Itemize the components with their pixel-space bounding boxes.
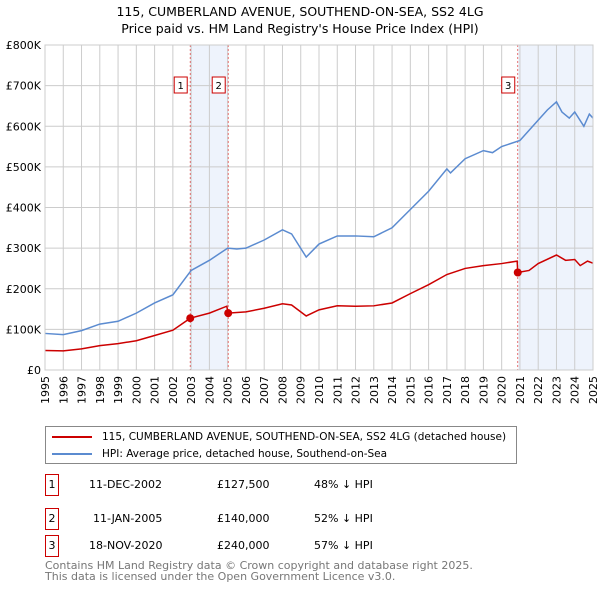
sale-label-box	[173, 76, 188, 94]
legend-red-swatch	[52, 436, 92, 438]
x-tick-label: 2005	[222, 376, 235, 404]
x-tick-label: 2007	[258, 376, 271, 404]
sale-label: 2	[216, 81, 222, 92]
property-line	[44, 254, 594, 352]
x-tick-label: 2020	[496, 376, 509, 404]
x-tick-label: 2016	[423, 376, 436, 404]
x-tick-label: 2004	[203, 376, 216, 404]
sale-marker: 2	[45, 508, 59, 530]
x-tick-label: 1996	[57, 376, 70, 404]
y-tick-label: £700K	[6, 80, 42, 93]
legend: 115, CUMBERLAND AVENUE, SOUTHEND-ON-SEA,…	[45, 426, 517, 464]
x-tick-label: 2000	[130, 376, 143, 404]
sale-date: 18-NOV-2020	[89, 539, 163, 552]
y-tick-label: £800K	[6, 39, 42, 52]
sale-point	[513, 268, 522, 277]
x-tick-label: 2003	[185, 376, 198, 404]
sale-hpi: 57% ↓ HPI	[314, 539, 373, 552]
x-tick-label: 2012	[350, 376, 363, 404]
x-tick-label: 2018	[459, 376, 472, 404]
plot-border	[44, 44, 594, 371]
x-tick-label: 1998	[94, 376, 107, 404]
x-tick-label: 2022	[532, 376, 545, 404]
chart-subtitle: Price paid vs. HM Land Registry's House …	[121, 21, 479, 36]
x-tick-label: 2009	[295, 376, 308, 404]
x-tick-label: 1999	[112, 376, 125, 404]
x-tick-label: 2001	[149, 376, 162, 404]
y-tick-label: £300K	[6, 242, 42, 255]
y-tick-label: £100K	[6, 323, 42, 336]
sale-date: 11-DEC-2002	[89, 478, 163, 491]
x-tick-label: 2017	[441, 376, 454, 404]
sale-label: 1	[178, 81, 184, 92]
footer-licence: This data is licensed under the Open Gov…	[45, 570, 396, 583]
chart-title: 115, CUMBERLAND AVENUE, SOUTHEND-ON-SEA,…	[116, 4, 484, 19]
x-tick-label: 2006	[240, 376, 253, 404]
x-tick-label: 2008	[276, 376, 289, 404]
legend-property: 115, CUMBERLAND AVENUE, SOUTHEND-ON-SEA,…	[102, 431, 507, 443]
sale-price: £240,000	[217, 539, 270, 552]
x-tick-label: 2011	[331, 376, 344, 404]
y-tick-label: £400K	[6, 202, 42, 215]
x-tick-label: 2013	[368, 376, 381, 404]
sale-marker: 1	[45, 474, 59, 496]
sale-price: £127,500	[217, 478, 270, 491]
x-tick-label: 2024	[569, 376, 582, 404]
legend-hpi: HPI: Average price, detached house, Sout…	[102, 448, 388, 460]
sale-point	[224, 309, 233, 318]
x-tick-label: 2014	[386, 376, 399, 404]
y-tick-label: £600K	[6, 120, 42, 133]
y-tick-label: £0	[27, 364, 41, 377]
sale-label: 3	[505, 81, 511, 92]
y-tick-label: £200K	[6, 283, 42, 296]
x-tick-label: 2021	[514, 376, 527, 404]
x-tick-label: 2010	[313, 376, 326, 404]
x-tick-label: 2015	[404, 376, 417, 404]
legend-blue-swatch	[52, 453, 92, 455]
x-tick-label: 1995	[39, 376, 52, 404]
x-tick-label: 1997	[76, 376, 89, 404]
sale-date: 11-JAN-2005	[93, 512, 163, 525]
sale-hpi: 48% ↓ HPI	[314, 478, 373, 491]
price-chart: 1995 1996 1997 1998 1999 2000 2001 2002 2003 2004…	[6, 39, 600, 404]
sale-label-box	[211, 76, 226, 94]
footer-copyright: Contains HM Land Registry data © Crown c…	[45, 559, 473, 572]
sale-hpi: 52% ↓ HPI	[314, 512, 373, 525]
sale-point	[186, 314, 195, 323]
y-tick-label: £500K	[6, 161, 42, 174]
x-tick-label: 2019	[477, 376, 490, 404]
x-tick-label: 2023	[550, 376, 563, 404]
x-tick-label: 2025	[587, 376, 600, 404]
sale-marker: 3	[45, 535, 59, 557]
x-tick-label: 2002	[167, 376, 180, 404]
hpi-line	[44, 100, 594, 336]
sale-label-box	[501, 76, 516, 94]
sale-price: £140,000	[217, 512, 270, 525]
